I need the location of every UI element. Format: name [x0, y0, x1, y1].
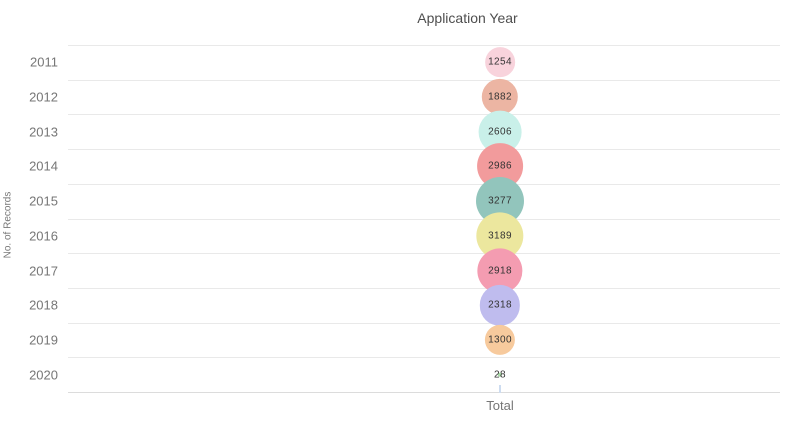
bubble-2011[interactable]	[485, 47, 515, 78]
y-axis-tick-label-2015: 2015	[29, 193, 58, 209]
bubble-value-label: 2986	[488, 160, 512, 172]
gridline	[68, 357, 780, 359]
bubble-value-label: 1882	[488, 91, 512, 103]
bubble-value-label: 2606	[488, 126, 512, 138]
gridline	[68, 253, 780, 255]
gridline	[68, 322, 780, 324]
y-axis-tick-label-2018: 2018	[29, 297, 58, 313]
y-axis-tick-label-2012: 2012	[29, 89, 58, 105]
bubble-value-label: 28	[494, 369, 506, 381]
y-axis-tick-label-2011: 2011	[30, 54, 58, 70]
gridline	[68, 149, 780, 151]
bubble-2019[interactable]	[484, 324, 516, 356]
x-axis-line	[68, 392, 780, 393]
gridline	[68, 79, 780, 81]
y-axis-tick-label-2014: 2014	[29, 158, 58, 174]
x-axis-tick	[499, 385, 501, 393]
gridline	[68, 45, 780, 46]
gridline	[68, 183, 780, 185]
bubble-2012[interactable]	[481, 78, 519, 116]
y-axis-tick-label-2019: 2019	[29, 332, 58, 348]
bubble-value-label: 3277	[488, 195, 512, 207]
bubble-2020[interactable]	[497, 372, 503, 377]
x-axis-label-total: Total	[486, 398, 514, 413]
gridline	[68, 114, 780, 116]
bubble-value-label: 3189	[488, 230, 512, 242]
bubble-value-label: 1300	[488, 334, 512, 346]
gridline	[68, 218, 780, 220]
gridline	[68, 287, 780, 289]
chart-title: Application Year	[417, 10, 518, 26]
bubble-2018[interactable]	[479, 285, 521, 326]
bubble-value-label: 1254	[488, 56, 512, 68]
y-axis-tick-label-2016: 2016	[29, 228, 58, 244]
bubble-value-label: 2318	[488, 299, 512, 311]
bubble-value-label: 2918	[488, 265, 512, 277]
y-axis-tick-label-2017: 2017	[29, 263, 58, 279]
y-axis-tick-label-2020: 2020	[29, 367, 58, 383]
y-axis-tick-label-2013: 2013	[29, 124, 58, 140]
